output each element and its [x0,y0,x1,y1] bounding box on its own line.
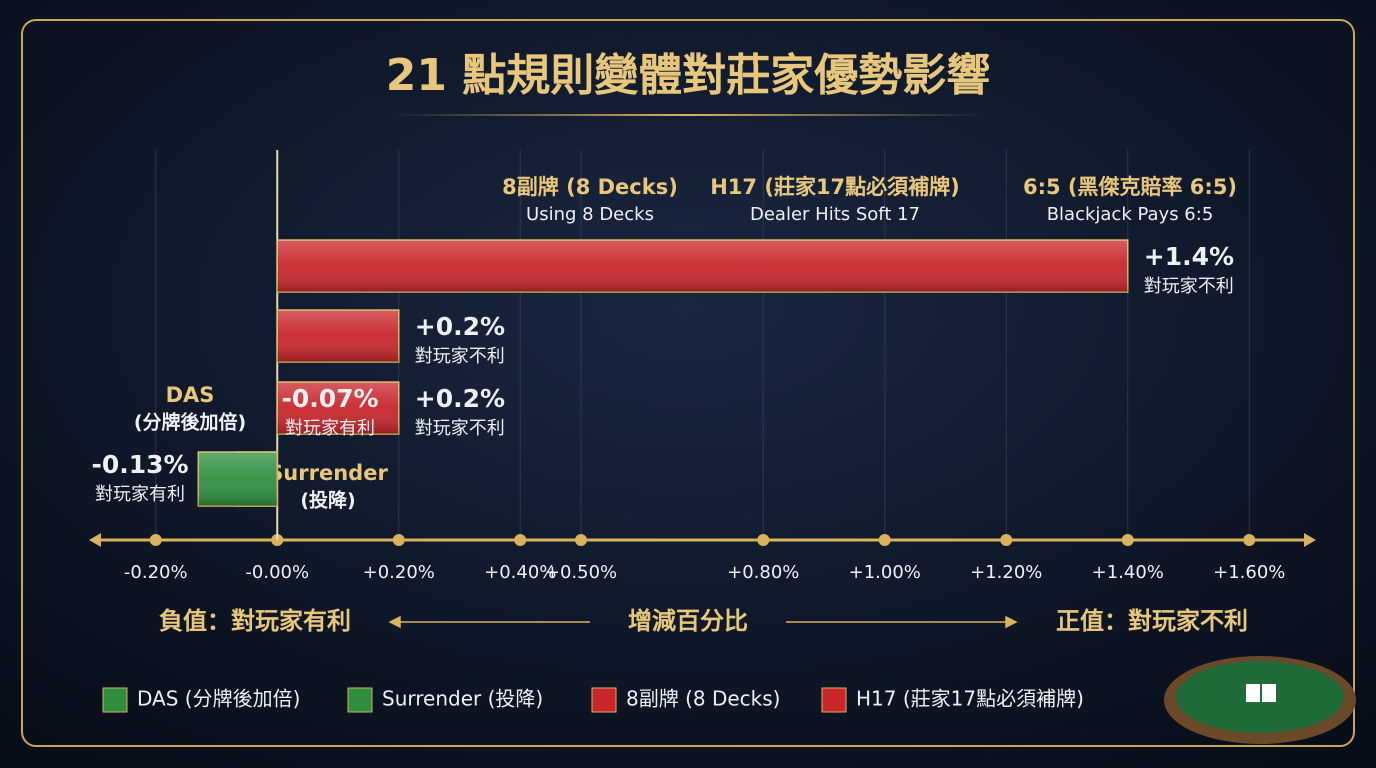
x-axis-title: 增減百分比 [628,607,748,635]
negative-label: 負值：對玩家有利 [159,607,351,635]
legend-swatch [821,687,847,713]
value-note: 對玩家不利 [415,346,505,367]
x-tick-label: +1.60% [1213,562,1285,583]
x-tick-label: +0.40% [484,562,556,583]
title-rule [390,114,986,116]
x-tick-label: +1.40% [1092,562,1164,583]
category-sublabel: Using 8 Decks [526,204,654,225]
value-note: 對玩家不利 [415,418,505,439]
value-label: -0.13% [91,450,188,479]
value-label: +0.2% [415,384,505,413]
category-label: 6:5 (黑傑克賠率 6:5) [1023,175,1237,199]
x-tick-label: +0.50% [545,562,617,583]
value-label: +0.2% [415,312,505,341]
category-sublabel: (分牌後加倍) [134,411,246,434]
value-note: 對玩家不利 [1144,276,1234,297]
category-label: DAS [166,383,215,407]
category-label: Surrender [268,461,388,485]
x-tick-label: -0.20% [124,562,188,583]
chart-title: 21 點規則變體對莊家優勢影響 [386,50,991,101]
bar-sheen [277,310,399,362]
value-label: -0.07% [281,384,378,413]
x-tick-label: +1.00% [849,562,921,583]
legend-label: Surrender (投降) [382,687,543,711]
category-label: 8副牌 (8 Decks) [502,175,678,199]
bar-sheen [198,452,278,506]
caption-arrow [388,615,1018,629]
legend-swatch [102,687,128,713]
positive-label: 正值：對玩家不利 [1056,607,1248,635]
legend-label: DAS (分牌後加倍) [137,687,300,711]
x-tick-label: +0.80% [727,562,799,583]
frame [21,19,1355,747]
legend-label: H17 (莊家17點必須補牌) [856,687,1084,711]
legend-label: 8副牌 (8 Decks) [626,687,780,711]
legend-swatch [591,687,617,713]
bar-sheen [277,240,1128,292]
bar-sheen [277,382,399,434]
value-note: 對玩家有利 [95,484,185,505]
x-tick-label: -0.00% [245,562,309,583]
value-note: 對玩家有利 [285,418,375,439]
table-icon [1164,656,1356,744]
legend-swatch [347,687,373,713]
category-sublabel: Dealer Hits Soft 17 [750,204,920,225]
x-tick-label: +0.20% [363,562,435,583]
value-label: +1.4% [1144,242,1234,271]
category-label: H17 (莊家17點必須補牌) [710,175,960,199]
category-sublabel: Blackjack Pays 6:5 [1047,204,1214,225]
x-tick-label: +1.20% [970,562,1042,583]
category-sublabel: (投降) [300,489,355,512]
